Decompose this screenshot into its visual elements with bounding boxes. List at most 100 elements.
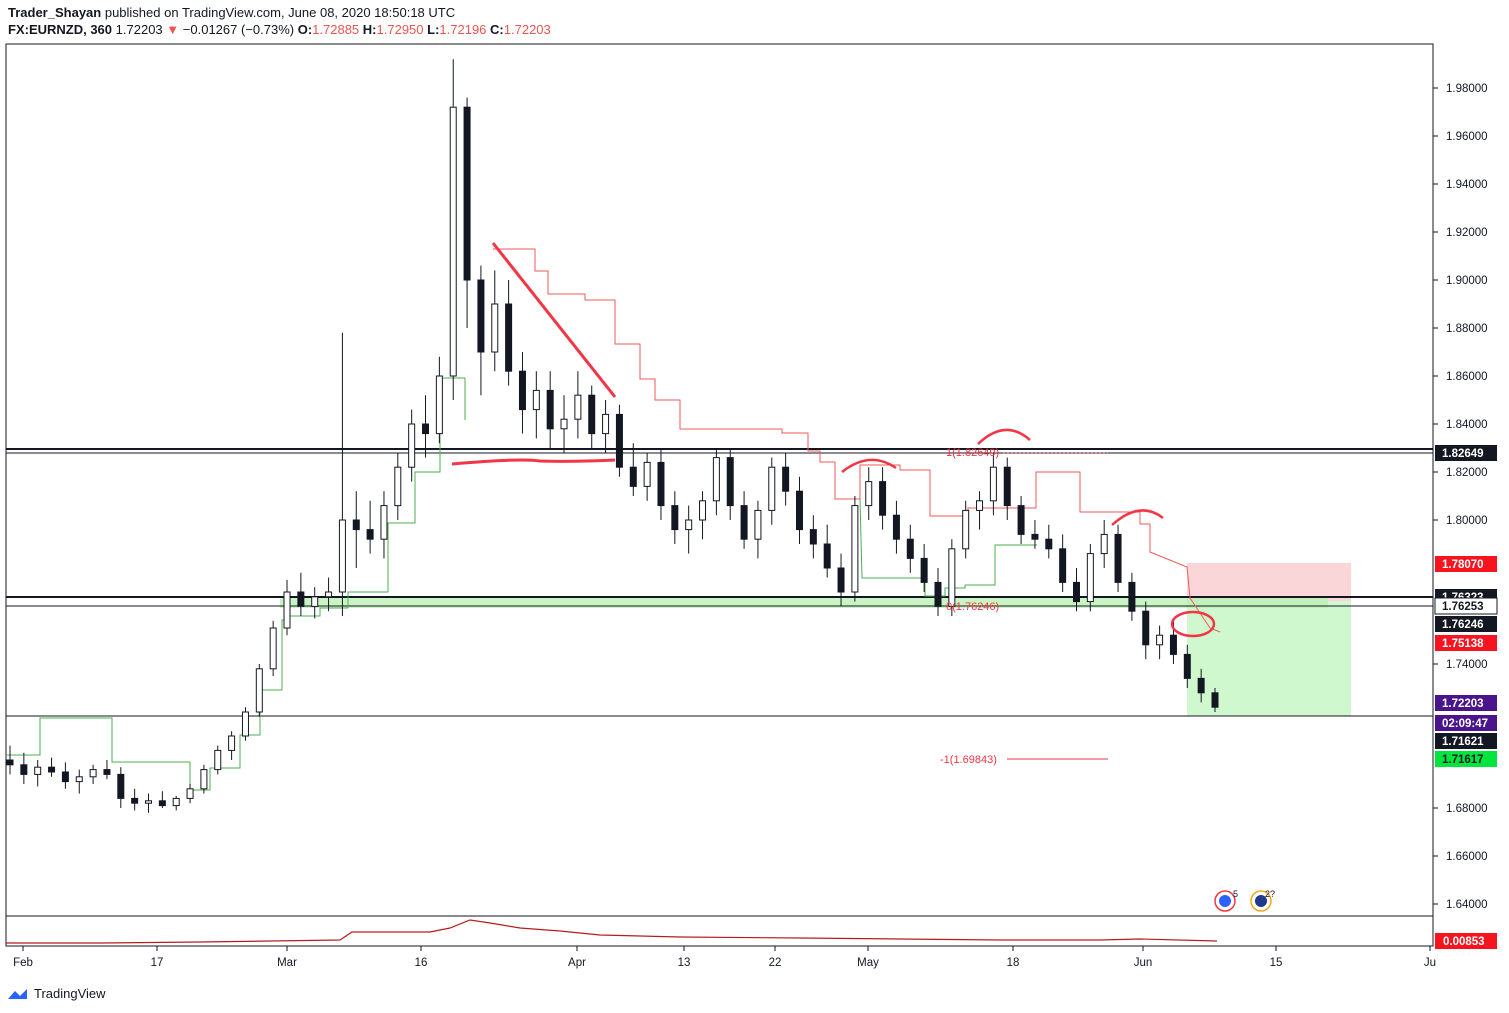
tradingview-logo-icon xyxy=(8,988,27,999)
top-arc-2[interactable] xyxy=(977,428,1031,445)
y-tick-label: 1.66000 xyxy=(1446,851,1488,863)
candle-body xyxy=(491,303,499,353)
price-label-text: 1.75138 xyxy=(1442,638,1484,650)
candle-body xyxy=(1142,610,1150,646)
candle xyxy=(1142,601,1150,660)
candle-body xyxy=(20,764,28,775)
fib-label-1: 1(1.82649) xyxy=(946,447,999,459)
author-name[interactable]: Trader_Shayan xyxy=(8,5,102,20)
price-label-box xyxy=(1435,616,1497,632)
candle-body xyxy=(352,519,360,531)
brand-label: TradingView xyxy=(34,986,106,1001)
candle-body xyxy=(795,490,803,531)
x-tick-label: 18 xyxy=(1007,957,1020,969)
price-label-text: 1.82649 xyxy=(1442,448,1484,460)
candle-body xyxy=(380,505,388,540)
x-tick-label: 15 xyxy=(1270,957,1283,969)
trailing-stop-red xyxy=(493,248,1221,633)
candle-body xyxy=(463,106,471,281)
candle xyxy=(615,404,623,477)
support-curve[interactable] xyxy=(451,458,616,466)
y-tick-label: 1.86000 xyxy=(1446,371,1488,383)
candle xyxy=(795,476,803,544)
change-value: −0.01267 (−0.73%) xyxy=(182,22,295,37)
x-tick-label: May xyxy=(857,957,879,969)
candle-body xyxy=(269,627,277,670)
event-marker-group[interactable]: 5 2? xyxy=(1214,889,1275,912)
candle xyxy=(186,784,194,804)
price-axis[interactable]: 1.98000 1.96000 1.94000 1.92000 1.90000 1.880… xyxy=(1433,83,1488,911)
candle-body xyxy=(505,303,513,372)
nz-flag-inner-icon xyxy=(1255,895,1267,907)
candle xyxy=(602,400,610,453)
candle xyxy=(352,491,360,568)
candle-body xyxy=(934,581,942,607)
price-label-box xyxy=(1435,715,1497,731)
candle-body xyxy=(48,766,56,773)
candle-body xyxy=(1003,466,1011,507)
candle-body xyxy=(629,466,637,487)
candle-body xyxy=(89,769,97,778)
top-arc-1[interactable] xyxy=(841,458,897,473)
candle xyxy=(1156,625,1164,660)
candle-body xyxy=(962,509,970,550)
downtrend-line[interactable] xyxy=(491,242,617,398)
candle xyxy=(851,496,859,602)
candle-body xyxy=(297,591,305,607)
candle xyxy=(1211,688,1219,712)
candle xyxy=(740,491,748,549)
footer-brand[interactable]: TradingView xyxy=(6,986,106,1001)
candle xyxy=(1128,572,1136,621)
support-zone[interactable] xyxy=(280,597,1328,608)
candle xyxy=(1059,534,1067,592)
high-value: 1.72950 xyxy=(376,22,424,37)
candle xyxy=(837,553,845,607)
time-axis[interactable]: Feb 17 Mar 16 Apr 13 22 May 18 Jun 15 Ju xyxy=(13,946,1436,969)
candle-body xyxy=(671,505,679,531)
symbol-label[interactable]: FX:EURNZD, 360 xyxy=(8,22,113,37)
price-label-text: 1.71621 xyxy=(1442,736,1484,748)
candle-body xyxy=(103,769,111,775)
price-label-box xyxy=(1435,445,1497,461)
price-label-text: 1.76246 xyxy=(1442,619,1484,631)
candle xyxy=(1031,520,1039,549)
candle xyxy=(241,707,249,741)
candle xyxy=(546,371,554,448)
top-arc-3[interactable] xyxy=(1111,509,1164,526)
x-tick-label: 17 xyxy=(151,957,164,969)
y-tick-label: 1.64000 xyxy=(1446,899,1488,911)
y-tick-label: 1.80000 xyxy=(1446,515,1488,527)
low-value: 1.72196 xyxy=(439,22,487,37)
candle xyxy=(1183,644,1191,688)
candle-body xyxy=(200,769,208,790)
x-tick-label: Apr xyxy=(568,957,586,969)
candle xyxy=(103,760,111,780)
publish-text: published on TradingView.com, June 08, 2… xyxy=(104,5,456,20)
candle-body xyxy=(768,466,776,511)
candle xyxy=(782,452,790,506)
candle-body xyxy=(837,567,845,593)
candle xyxy=(408,409,416,482)
y-tick-label: 1.96000 xyxy=(1446,131,1488,143)
candle-body xyxy=(1156,634,1164,646)
price-labels: 1.826491.780701.763231.762531.762461.751… xyxy=(1434,445,1498,949)
candle-body xyxy=(1169,634,1177,655)
indicator-value-box xyxy=(1435,933,1497,949)
candle xyxy=(768,457,776,525)
candle-body xyxy=(1128,581,1136,612)
price-label-box xyxy=(1435,556,1497,572)
candle-body xyxy=(75,776,83,783)
price-label-text: 1.76253 xyxy=(1442,601,1484,613)
candle-body xyxy=(241,711,249,737)
candle-body xyxy=(435,375,443,435)
retest-circle[interactable] xyxy=(1170,610,1216,638)
low-label: L: xyxy=(427,22,440,37)
candle xyxy=(89,764,97,784)
candle xyxy=(200,764,208,794)
stop-loss-zone[interactable] xyxy=(1187,563,1351,601)
candle xyxy=(629,443,637,496)
candle-body xyxy=(948,548,956,607)
candle xyxy=(948,539,956,616)
